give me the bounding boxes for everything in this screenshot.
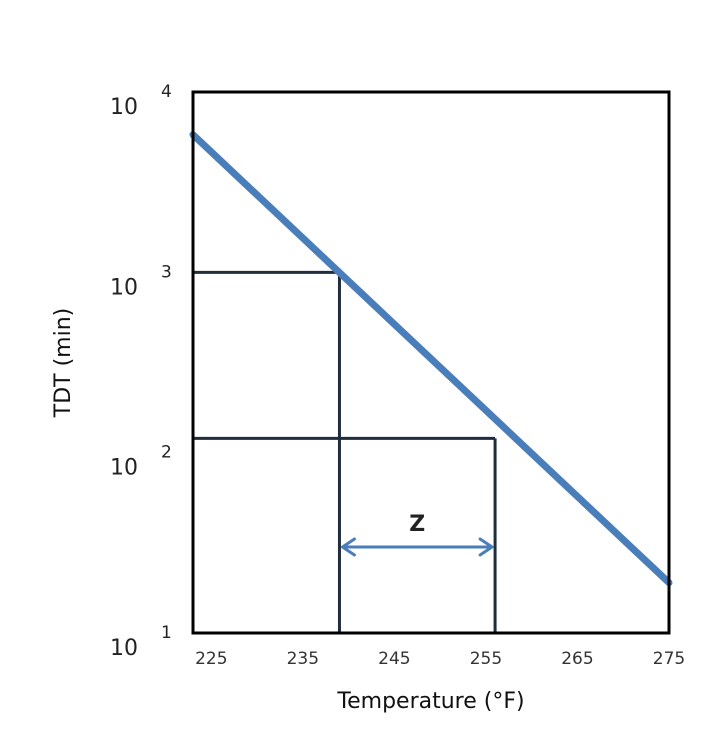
x-axis-title: Temperature (°F) [336,689,524,714]
x-tick-label: 245 [378,649,410,669]
y-tick-base: 10 [110,636,138,661]
y-tick-exponent: 1 [161,623,172,643]
y-tick-base: 10 [110,456,138,481]
y-tick-exponent: 3 [161,262,172,282]
y-axis-title: TDT (min) [51,308,76,418]
x-tick-label: 225 [195,649,227,669]
y-tick-label: 10 4 [110,82,172,120]
y-tick-label: 10 3 [110,262,172,300]
x-tick-label: 275 [653,649,685,669]
y-tick-label: 10 1 [110,623,172,661]
y-tick-base: 10 [110,275,138,300]
y-tick-label: 10 2 [110,443,172,481]
z-label: Z [409,512,425,537]
plot-frame [191,90,671,635]
z-arrowhead-right [478,537,494,557]
y-tick-exponent: 2 [161,443,172,463]
y-tick-base: 10 [110,95,138,120]
y-tick-exponent: 4 [161,82,172,102]
tdt-curve [189,131,673,587]
x-tick-label: 255 [470,649,502,669]
z-arrowhead-left [340,537,356,557]
x-tick-label: 235 [287,649,319,669]
x-tick-label: 265 [561,649,593,669]
